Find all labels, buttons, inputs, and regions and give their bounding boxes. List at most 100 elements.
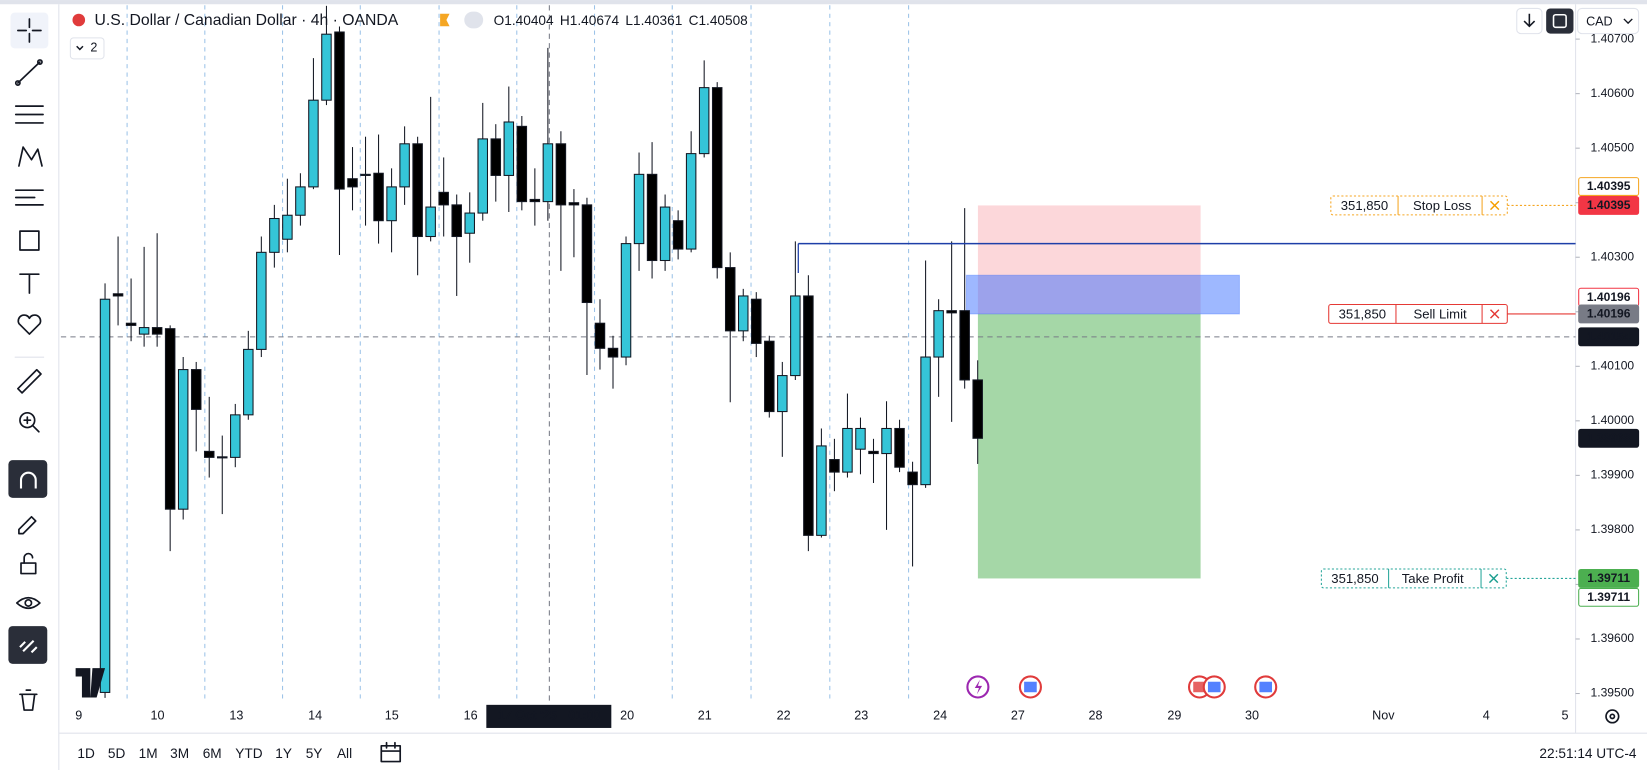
link-tool-part [8, 626, 48, 664]
scroll-down-button[interactable] [1516, 7, 1543, 35]
stop-loss-tag: 1.40395 [1587, 179, 1631, 193]
ohlc-legend: O1.40404 H1.40674 L1.40361 C1.40508 [494, 13, 748, 28]
shape-tool[interactable] [19, 230, 40, 251]
fullscreen-button-part [1546, 8, 1574, 34]
visibility-tool[interactable] [15, 596, 41, 610]
timeframe-button[interactable]: 1D [77, 746, 95, 761]
order-cancel[interactable] [1489, 309, 1500, 319]
symbol-name[interactable]: U.S. Dollar / Canadian Dollar · 4h · OAN… [95, 12, 399, 29]
entry-price-box [1578, 304, 1640, 324]
y-tick-label: 1.39600 [1591, 631, 1635, 645]
candle-body [894, 427, 905, 468]
currency-button-part [1577, 7, 1640, 35]
indicators-count: 2 [90, 41, 97, 55]
event-flag [1207, 681, 1221, 693]
fullscreen-button[interactable] [1546, 8, 1574, 34]
settings-button[interactable] [1605, 709, 1620, 724]
lock-tool-part [20, 562, 37, 575]
candle-body [594, 322, 606, 349]
link-tool[interactable] [8, 626, 48, 664]
magnet-tool-part [8, 460, 48, 498]
candle-body [868, 450, 879, 455]
crosshair-tool[interactable] [10, 12, 49, 49]
timeframe-button[interactable]: 5Y [306, 746, 323, 761]
timeframe-button[interactable]: YTD [235, 746, 262, 761]
entry-tag: 1.40196 [1587, 290, 1631, 304]
forecast-tool-part [14, 189, 44, 206]
order-label[interactable]: 351,850 Sell Limit [1328, 303, 1508, 324]
x-tick-label: Nov [1372, 709, 1395, 723]
logo [75, 668, 106, 698]
trendline-tool[interactable] [14, 59, 43, 86]
ohlc-key: H [560, 13, 570, 28]
plot-area: 351,850 Stop Loss 351,850 Sell Limit 351,850… [60, 5, 1576, 702]
magnet-tool[interactable] [8, 460, 48, 498]
candle-body [282, 214, 293, 240]
clock[interactable]: 22:51:14 UTC-4 [1539, 746, 1636, 761]
take-profit-price-box [1578, 568, 1640, 588]
timeframe-button[interactable]: All [337, 746, 352, 761]
crosshair-tool-part [10, 12, 49, 49]
order-label-box [1330, 195, 1508, 216]
candle-body [321, 33, 332, 101]
timeframe-button[interactable]: 1Y [275, 746, 292, 761]
lock-tool[interactable] [20, 552, 37, 575]
candle-body [803, 295, 814, 536]
candle-body [620, 243, 632, 358]
highlight-box[interactable] [965, 274, 1240, 315]
scroll-down-button-part [1523, 13, 1536, 28]
link-tool-part [19, 640, 38, 654]
flag-marker[interactable] [440, 13, 450, 27]
ohlc-value: 1.40361 [633, 13, 682, 28]
candle-body [764, 340, 775, 413]
status-pill[interactable] [464, 11, 484, 29]
candle-body [881, 427, 892, 455]
candle-body [920, 356, 931, 486]
y-tick-label: 1.40000 [1591, 413, 1635, 427]
x-tick-label: 16 [464, 709, 478, 723]
order-cancel[interactable] [1489, 200, 1500, 211]
event-flag [1259, 681, 1273, 693]
candle-body [842, 427, 853, 473]
fib-tool-part [14, 105, 44, 124]
indicators-toggle[interactable]: 2 [69, 37, 105, 60]
ohlc-value: 1.40674 [570, 13, 620, 28]
ohlc-key: C [689, 13, 699, 28]
lock-tool-part [23, 552, 34, 564]
forecast-tool[interactable] [14, 189, 44, 206]
candle-body [503, 121, 515, 176]
ohlc-value: 1.40404 [504, 13, 554, 28]
last-price-box [1578, 428, 1640, 448]
stay-drawing-tool[interactable] [18, 515, 37, 535]
x-tick-label: 13 [229, 709, 243, 723]
candle-body [125, 322, 137, 326]
candle-body [959, 310, 970, 381]
timeframe-button[interactable]: 6M [203, 746, 222, 761]
order-label[interactable]: 351,850 Take Profit [1320, 568, 1507, 589]
delete-tool[interactable] [19, 689, 38, 711]
pattern-tool[interactable] [18, 146, 43, 167]
timeframe-button[interactable]: 3M [170, 746, 189, 761]
fib-tool[interactable] [14, 105, 44, 124]
event-flag [1193, 681, 1206, 693]
text-tool[interactable] [19, 273, 40, 294]
zoom-tool[interactable] [19, 411, 40, 433]
favorite-tool[interactable] [17, 314, 42, 335]
candle-body [529, 198, 541, 203]
order-label[interactable]: 351,850 Stop Loss [1330, 195, 1508, 216]
timeframe-button[interactable]: 5D [108, 746, 126, 761]
ruler-tool[interactable] [17, 368, 42, 394]
order-cancel[interactable] [1488, 573, 1499, 584]
candle-body [464, 212, 475, 234]
x-tick-label: 15 [385, 709, 399, 723]
timeframe-button[interactable]: 1M [139, 746, 158, 761]
candle-body [217, 456, 228, 459]
indicators-toggle-part [69, 37, 105, 60]
crosshair-date: 17 Oct '25 [498, 709, 557, 723]
stop-loss-price-box [1578, 195, 1640, 215]
currency-button[interactable]: CAD [1577, 7, 1640, 35]
risk-zone [977, 205, 1201, 314]
candle-body [412, 143, 423, 238]
date-range-button[interactable] [380, 741, 402, 763]
date-range-button-part [380, 744, 402, 763]
